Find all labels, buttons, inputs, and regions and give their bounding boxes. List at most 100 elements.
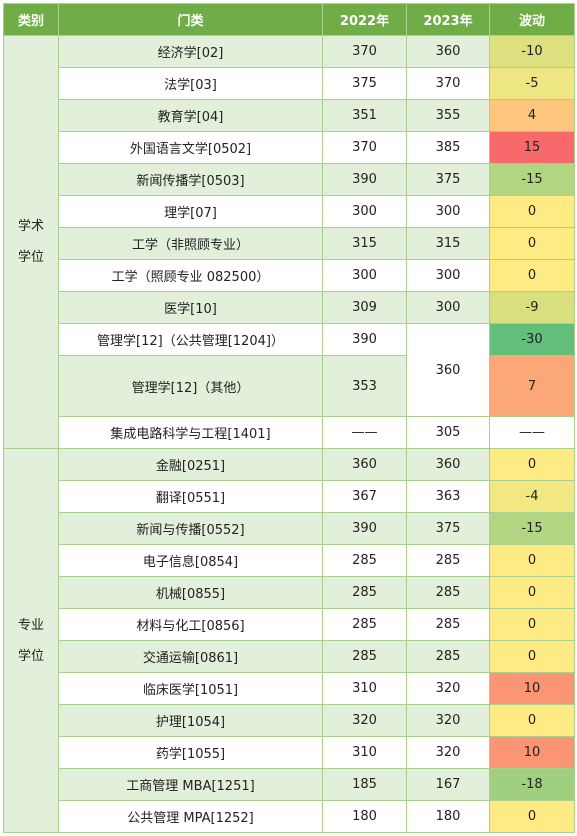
y2022-cell: 367 [322,480,407,513]
change-cell: 0 [489,544,575,577]
change-cell: 0 [489,259,575,292]
header-row: 类别 门类 2022年 2023年 波动 [3,3,575,36]
y2023-cell: 300 [406,259,490,292]
y2022-cell: 320 [322,704,407,737]
change-cell: -4 [489,480,575,513]
change-cell: -18 [489,768,575,801]
y2022-cell: 285 [322,608,407,641]
change-cell: -15 [489,512,575,545]
field-cell: 电子信息[0854] [58,544,323,577]
group-academic-line2: 学位 [17,250,44,265]
group-professional: 专业 学位 [3,448,59,833]
y2023-cell: 285 [406,608,490,641]
y2022-cell: 370 [322,35,407,68]
change-cell: 0 [489,640,575,673]
group-academic: 学术 学位 [3,35,59,449]
change-cell: 10 [489,736,575,769]
table-row: 管理学[12]（公共管理[1204]） 390 360 -30 [4,323,575,417]
change-cell: 10 [489,672,575,705]
field-cell: 临床医学[1051] [58,672,323,705]
y2022-cell: 310 [322,736,407,769]
score-table: 类别 门类 2022年 2023年 波动 学术 学位 经济学[02] 370 3… [3,3,575,833]
table-row: 护理[1054] 320 320 0 [4,704,575,737]
field-cell: 翻译[0551] [58,480,323,513]
y2022-cell: 180 [322,800,407,833]
change-cell: 0 [489,227,575,260]
field-cell: 公共管理 MPA[1252] [58,800,323,833]
header-category: 类别 [3,3,59,36]
table-row: 临床医学[1051] 310 320 10 [4,672,575,705]
table-row: 翻译[0551] 367 363 -4 [4,480,575,513]
field-cell: 理学[07] [58,195,323,228]
change-cell: -5 [489,67,575,100]
y2022-cell: 300 [322,195,407,228]
change-cell: 0 [489,195,575,228]
change-cell: 15 [489,131,575,164]
field-cell: 护理[1054] [58,704,323,737]
y2023-cell: 285 [406,640,490,673]
change-cell: -10 [489,35,575,68]
field-cell: 管理学[12]（公共管理[1204]） [58,323,323,356]
change-cell: 7 [489,355,575,417]
group-academic-line1: 学术 [17,219,44,234]
field-cell: 新闻传播学[0503] [58,163,323,196]
change-cell: -15 [489,163,575,196]
change-cell: 4 [489,99,575,132]
y2022-cell: 309 [322,291,407,324]
field-cell: 法学[03] [58,67,323,100]
field-cell: 药学[1055] [58,736,323,769]
y2023-cell: 167 [406,768,490,801]
table-row: 医学[10] 309 300 -9 [4,291,575,324]
field-cell: 医学[10] [58,291,323,324]
field-cell: 工学（非照顾专业） [58,227,323,260]
table-row: 专业 学位 金融[0251] 360 360 0 [3,448,575,833]
field-cell: 材料与化工[0856] [58,608,323,641]
table-row: 集成电路科学与工程[1401] —— 305 —— [4,416,575,449]
y2022-cell: 375 [322,67,407,100]
y2022-cell: 185 [322,768,407,801]
group-professional-line2: 学位 [17,648,44,664]
table-row: 新闻与传播[0552] 390 375 -15 [4,512,575,545]
table-row: 交通运输[0861] 285 285 0 [4,640,575,673]
table-row: 法学[03] 375 370 -5 [4,67,575,100]
header-2022: 2022年 [322,3,407,36]
table-row: 外国语言文学[0502] 370 385 15 [4,131,575,164]
group-professional-line1: 专业 [17,617,44,633]
y2022-cell: 285 [322,640,407,673]
y2022-cell: 390 [322,512,407,545]
change-cell: 0 [489,448,575,481]
change-cell: —— [489,416,575,449]
y2023-cell: 320 [406,672,490,705]
y2023-cell: 285 [406,544,490,577]
y2023-cell: 320 [406,704,490,737]
table-row: 管理学[12]（其他） 353 7 [4,355,575,417]
y2022-cell: 351 [322,99,407,132]
table-row: 教育学[04] 351 355 4 [4,99,575,132]
field-cell: 交通运输[0861] [58,640,323,673]
y2023-cell: 320 [406,736,490,769]
y2023-cell: 363 [406,480,490,513]
table-row: 电子信息[0854] 285 285 0 [4,544,575,577]
change-cell: 0 [489,704,575,737]
table-row: 理学[07] 300 300 0 [4,195,575,228]
y2023-cell: 300 [406,291,490,324]
y2023-cell: 360 [406,448,490,481]
header-2023: 2023年 [406,3,490,36]
y2023-cell: 375 [406,512,490,545]
field-cell: 工商管理 MBA[1251] [58,768,323,801]
table-row: 新闻传播学[0503] 390 375 -15 [4,163,575,196]
y2022-cell: 310 [322,672,407,705]
field-cell: 金融[0251] [58,448,323,481]
header-field: 门类 [58,3,323,36]
y2022-cell: —— [322,416,407,449]
field-cell: 教育学[04] [58,99,323,132]
table-row: 材料与化工[0856] 285 285 0 [4,608,575,641]
table-row: 学术 学位 经济学[02] 370 360 -10 [3,35,575,449]
y2022-cell: 285 [322,576,407,609]
y2023-cell: 285 [406,576,490,609]
field-cell: 管理学[12]（其他） [58,355,323,417]
y2023-cell: 360 [406,35,490,68]
y2022-cell: 370 [322,131,407,164]
y2022-cell: 285 [322,544,407,577]
y2022-cell: 390 [322,163,407,196]
